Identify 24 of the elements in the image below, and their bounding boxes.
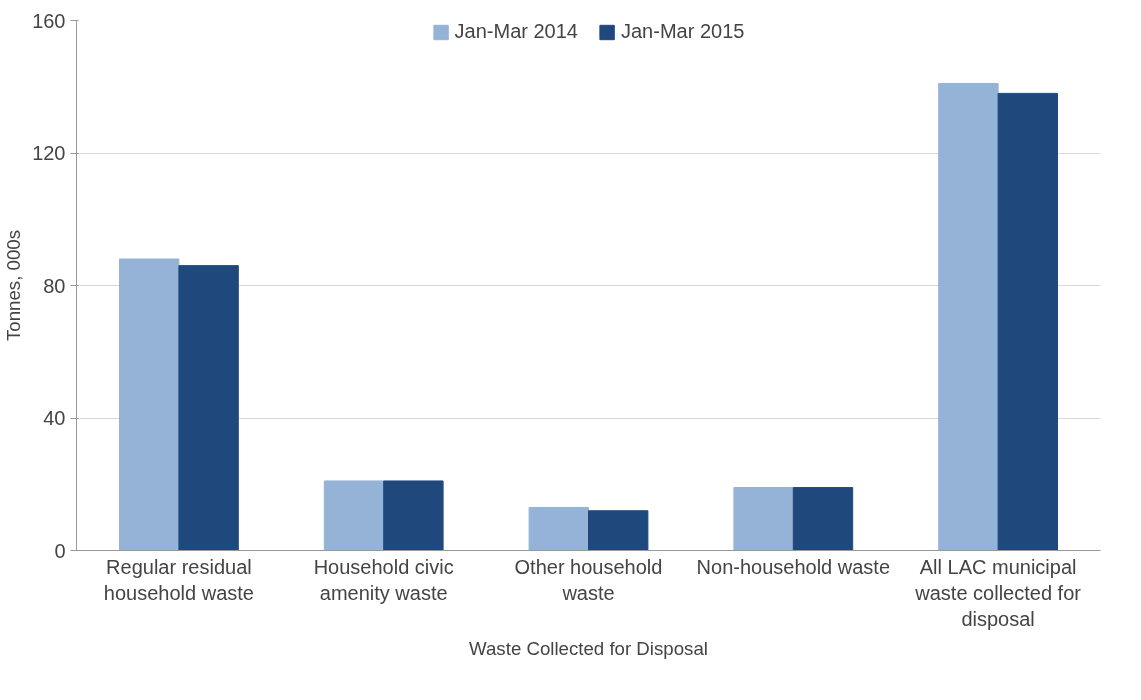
bar [792, 487, 854, 551]
y-tick-label: 120 [32, 142, 66, 164]
bar [528, 506, 589, 551]
bar [323, 480, 385, 551]
y-tick-label: 80 [43, 274, 66, 297]
legend-label: Jan-Mar 2015 [621, 20, 745, 43]
x-tick-label: Non-household waste [696, 555, 891, 578]
y-tick-label: 0 [54, 539, 66, 562]
bar [178, 265, 239, 551]
legend-label: Jan-Mar 2014 [454, 20, 578, 43]
bar [938, 82, 999, 551]
bar [588, 510, 649, 551]
x-tick-label: Household civic amenity waste [313, 555, 454, 604]
bar [383, 480, 444, 551]
x-tick-label: Other household waste [514, 555, 663, 604]
y-tick-label: 160 [32, 9, 66, 32]
x-axis-title: Waste Collected for Disposal [469, 638, 708, 660]
bar [733, 487, 794, 551]
y-tick-label: 40 [43, 407, 66, 429]
x-tick-label: All LAC municipal waste collected for disposal [914, 555, 1082, 631]
y-axis-title: Tonnes, 000s [3, 230, 25, 341]
x-tick-label: Regular residual household waste [103, 555, 254, 604]
bar [119, 258, 180, 551]
bar [997, 92, 1058, 551]
